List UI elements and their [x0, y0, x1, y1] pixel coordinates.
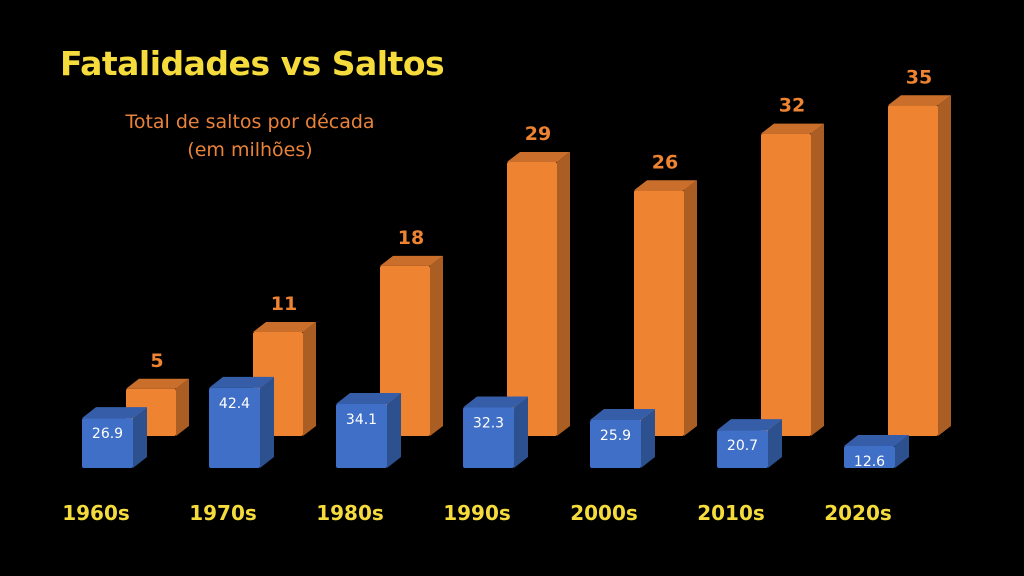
- blue-bar-top: [717, 419, 782, 431]
- orange-bar-side: [430, 255, 443, 436]
- orange-data-label: 26: [652, 151, 678, 173]
- chart-title: Fatalidades vs Saltos: [60, 44, 445, 83]
- category-label: 2000s: [570, 501, 638, 525]
- orange-data-label: 11: [271, 293, 297, 315]
- blue-bar-front: [717, 430, 768, 468]
- orange-bar-side: [303, 322, 316, 436]
- orange-bar-side: [938, 95, 951, 436]
- blue-bar-front: [463, 407, 514, 468]
- blue-bar-side: [133, 407, 147, 468]
- blue-bar-top: [590, 409, 655, 421]
- blue-bar-front: [82, 418, 133, 468]
- orange-bar-top: [507, 151, 570, 162]
- blue-bar-front: [590, 420, 641, 468]
- orange-bar: [507, 151, 570, 436]
- blue-bar: [844, 434, 909, 468]
- blue-bar: [590, 409, 655, 468]
- category-label: 1990s: [443, 501, 511, 525]
- blue-data-label: 42.4: [219, 396, 250, 412]
- orange-data-label: 35: [906, 66, 932, 88]
- orange-bar-top: [126, 378, 189, 389]
- orange-bar-side: [684, 180, 697, 436]
- orange-data-label: 18: [398, 227, 424, 249]
- orange-bar-top: [761, 123, 824, 134]
- blue-bar-top: [844, 434, 909, 446]
- blue-bar-front: [336, 404, 387, 468]
- blue-bar-side: [768, 419, 782, 468]
- blue-bar-top: [336, 393, 401, 405]
- orange-bar-side: [557, 151, 570, 436]
- orange-bar-front: [634, 190, 684, 436]
- blue-data-label: 25.9: [600, 428, 631, 444]
- blue-data-label: 20.7: [727, 438, 758, 454]
- category-label: 2020s: [824, 501, 892, 525]
- blue-bar-front: [844, 445, 895, 468]
- blue-bar-top: [209, 376, 274, 388]
- blue-bar-top: [463, 396, 528, 408]
- blue-bar-side: [514, 396, 528, 468]
- blue-bar: [209, 376, 274, 468]
- orange-bar-top: [380, 255, 443, 266]
- blue-bar: [336, 393, 401, 468]
- orange-bar: [634, 180, 697, 436]
- blue-data-label: 32.3: [473, 416, 504, 432]
- blue-bar-side: [641, 409, 655, 468]
- blue-bar-side: [260, 376, 274, 468]
- orange-bar-side: [176, 378, 189, 436]
- blue-data-label: 12.6: [854, 454, 885, 470]
- orange-bar-side: [811, 123, 824, 436]
- orange-bar: [888, 95, 951, 436]
- orange-bar-top: [253, 322, 316, 333]
- subtitle-line-2: (em milhões): [187, 139, 313, 161]
- blue-bar-side: [387, 393, 401, 468]
- category-label: 1960s: [62, 501, 130, 525]
- orange-bar: [761, 123, 824, 436]
- blue-bar: [463, 396, 528, 468]
- blue-bar: [717, 419, 782, 468]
- blue-data-label: 26.9: [92, 426, 123, 442]
- orange-bar-top: [888, 95, 951, 106]
- blue-bar-front: [209, 387, 260, 468]
- blue-bar: [82, 407, 147, 468]
- subtitle-line-1: Total de saltos por década: [125, 111, 375, 133]
- blue-bar-side: [895, 434, 909, 468]
- chart-subtitle: Total de saltos por década (em milhões): [100, 108, 400, 164]
- blue-data-label: 34.1: [346, 412, 377, 428]
- orange-bar-front: [761, 133, 811, 436]
- orange-bar-top: [634, 180, 697, 191]
- orange-bar-front: [888, 105, 938, 436]
- blue-bar-top: [82, 407, 147, 419]
- orange-bar-front: [507, 161, 557, 436]
- category-label: 2010s: [697, 501, 765, 525]
- category-label: 1980s: [316, 501, 384, 525]
- orange-data-label: 32: [779, 95, 805, 117]
- category-label: 1970s: [189, 501, 257, 525]
- orange-data-label: 5: [150, 350, 163, 372]
- orange-data-label: 29: [525, 123, 551, 145]
